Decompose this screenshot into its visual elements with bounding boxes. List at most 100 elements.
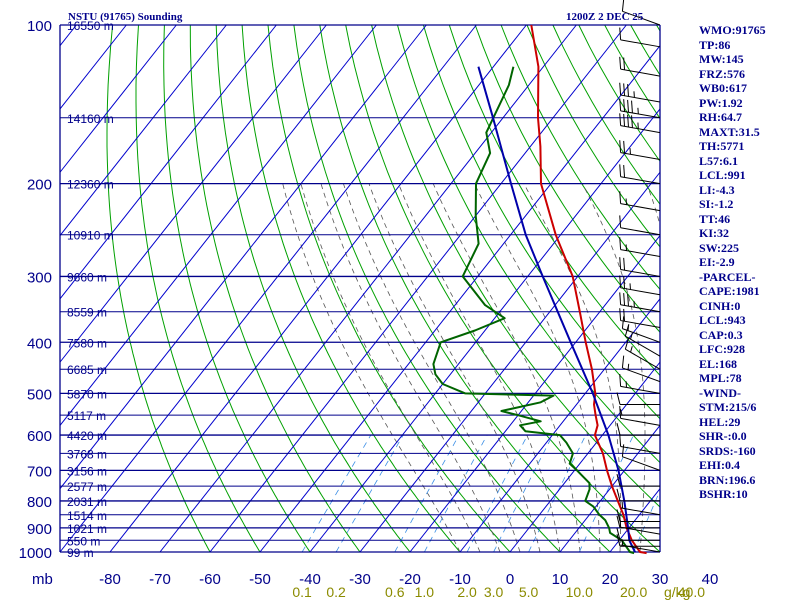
moist-adiabat-line [320, 183, 501, 553]
isotherm-line [109, 24, 527, 553]
mixing-ratio-line [335, 434, 404, 553]
height-label: 550 m [67, 534, 100, 548]
index-item: STM:215/6 [699, 400, 757, 414]
height-label: 12360 m [67, 178, 114, 192]
moist-adiabat-line [398, 183, 561, 553]
wind-barb [619, 191, 661, 212]
moist-adiabat-line [368, 183, 541, 553]
wind-barb [619, 374, 661, 394]
dewpoint-line [432, 66, 635, 555]
height-label: 16550 m [67, 19, 114, 33]
wind-barb [619, 308, 661, 329]
height-label: 2031 m [67, 495, 107, 509]
isotherm-line [159, 24, 577, 553]
temperature-tick-label: 10 [552, 571, 569, 588]
temperature-tick-label: 30 [652, 571, 669, 588]
index-item: CAPE:1981 [699, 284, 760, 298]
wind-barb [619, 140, 661, 161]
mixing-ratio-tick-label: 0.2 [326, 584, 346, 600]
pressure-tick-label: 600 [27, 428, 52, 445]
index-item: WB0:617 [699, 81, 747, 95]
isotherm-line [409, 234, 660, 553]
isotherm-line [60, 24, 427, 490]
mixing-ratio-tick-label: 2.0 [457, 584, 477, 600]
index-item: LI:-4.3 [699, 182, 735, 197]
wind-barb [619, 113, 661, 134]
index-item: LCL:943 [699, 313, 746, 327]
pressure-tick-label: 700 [27, 463, 52, 480]
wind-barb [616, 422, 660, 436]
index-item: BSHR:10 [699, 487, 748, 501]
index-item: EL:168 [699, 356, 738, 371]
index-item: MW:145 [699, 52, 744, 66]
wind-barb [619, 292, 661, 313]
wind-barb [619, 406, 661, 426]
index-item: LFC:928 [699, 342, 745, 356]
mixing-ratio-line [528, 434, 587, 553]
mixing-ratio-tick-label: 1.0 [415, 584, 435, 600]
index-item: EI:-2.9 [699, 255, 735, 269]
wind-barb [624, 337, 661, 370]
isotherm-line [60, 24, 227, 237]
pressure-tick-label: 500 [27, 386, 52, 403]
mixing-ratio-tick-label: 40.0 [678, 584, 705, 600]
pressure-tick-label: 1000 [19, 545, 52, 562]
wind-barb [619, 164, 661, 185]
mixing-ratio-tick-label: 5.0 [519, 584, 539, 600]
index-item: -WIND- [699, 385, 741, 400]
wind-barb [616, 509, 660, 522]
dry-adiabat-line [267, 24, 511, 553]
wind-barb [616, 392, 660, 406]
index-item: CAP:0.3 [699, 327, 743, 342]
temperature-tick-label: 40 [702, 571, 719, 588]
mixing-ratio-unit-label: g/kg [664, 584, 690, 600]
height-label: 99 m [67, 546, 94, 560]
mixing-ratio-line [301, 434, 372, 553]
height-label: 1021 m [67, 522, 107, 536]
index-item: MAXT:31.5 [699, 124, 760, 139]
dry-adiabat-line [189, 24, 361, 553]
isotherm-line [559, 424, 660, 553]
index-item: SRDS:-160 [699, 443, 756, 458]
pressure-tick-label: 800 [27, 494, 52, 511]
wind-barb [616, 528, 660, 541]
pressure-tick-label: 100 [27, 18, 52, 35]
mixing-ratio-tick-label: 10.0 [566, 584, 593, 600]
index-item: SHR-:0.0 [699, 429, 747, 443]
index-item: PW:1.92 [699, 95, 743, 110]
index-item: TT:46 [699, 211, 731, 226]
wind-barb [621, 444, 661, 471]
pressure-tick-label: 400 [27, 335, 52, 352]
dry-adiabat-line [241, 24, 461, 553]
wind-barb [616, 488, 660, 502]
temperature-line [530, 24, 647, 555]
index-item: KI:32 [699, 226, 729, 240]
temperature-tick-label: -20 [399, 571, 421, 588]
index-item: SW:225 [699, 240, 740, 255]
temperature-tick-label: -80 [99, 571, 121, 588]
mixing-ratio-tick-label: 3.0 [484, 584, 504, 600]
y-axis-unit-label: mb [32, 571, 53, 588]
height-label: 4420 m [67, 429, 107, 443]
index-item: WMO:91765 [699, 23, 766, 37]
index-item: TH:5771 [699, 139, 745, 153]
moist-adiabat-line [300, 183, 481, 553]
isotherm-line [209, 24, 627, 553]
isotherm-line [259, 44, 660, 553]
wind-barb [616, 515, 660, 529]
index-item: HEL:29 [699, 414, 741, 429]
temperature-tick-label: -60 [199, 571, 221, 588]
wind-barb [619, 275, 661, 296]
wind-barb [616, 534, 660, 547]
isotherm-line [60, 24, 477, 553]
isotherm-line [60, 24, 377, 427]
isotherm-line [60, 24, 277, 300]
pressure-tick-label: 200 [27, 177, 52, 194]
temperature-tick-label: -70 [149, 571, 171, 588]
temperature-tick-label: 0 [506, 571, 514, 588]
wind-barb [619, 257, 661, 277]
indices-panel: WMO:91765 TP:86 MW:145 FRZ:576 WB0:617 PW:1.9… [699, 23, 799, 502]
index-item: -PARCEL- [699, 269, 756, 284]
height-label: 3768 m [67, 447, 107, 461]
